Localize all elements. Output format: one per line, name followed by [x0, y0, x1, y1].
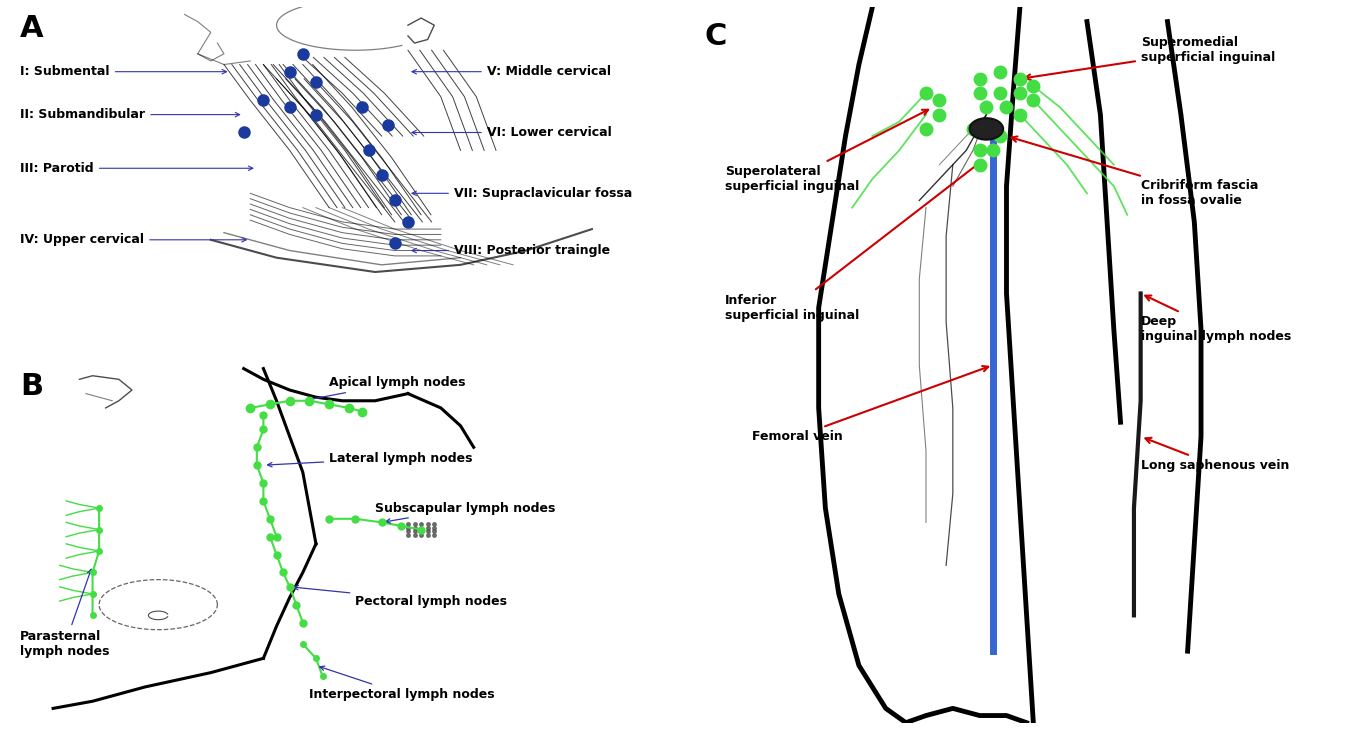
Text: Parasternal
lymph nodes: Parasternal lymph nodes: [21, 569, 110, 658]
Text: III: Parotid: III: Parotid: [21, 162, 253, 174]
Text: Long saphenous vein: Long saphenous vein: [1140, 438, 1290, 472]
Text: I: Submental: I: Submental: [21, 65, 226, 78]
Text: Pectoral lymph nodes: Pectoral lymph nodes: [294, 585, 508, 607]
Text: A: A: [21, 15, 44, 44]
Text: Interpectoral lymph nodes: Interpectoral lymph nodes: [309, 666, 496, 701]
Text: VII: Supraclavicular fossa: VII: Supraclavicular fossa: [412, 187, 632, 200]
Text: Cribriform fascia
in fossa ovalie: Cribriform fascia in fossa ovalie: [1012, 137, 1258, 207]
Text: Superomedial
superficial inguinal: Superomedial superficial inguinal: [1025, 36, 1275, 80]
Ellipse shape: [969, 118, 1003, 139]
Text: Deep
inguinal lymph nodes: Deep inguinal lymph nodes: [1140, 296, 1291, 343]
Text: VI: Lower cervical: VI: Lower cervical: [412, 126, 612, 139]
Text: VIII: Posterior traingle: VIII: Posterior traingle: [412, 244, 611, 257]
Text: V: Middle cervical: V: Middle cervical: [412, 65, 611, 78]
Text: B: B: [21, 372, 44, 402]
Text: Apical lymph nodes: Apical lymph nodes: [307, 377, 465, 402]
Text: Subscapular lymph nodes: Subscapular lymph nodes: [375, 502, 556, 523]
Text: Femoral vein: Femoral vein: [752, 366, 988, 443]
Text: IV: Upper cervical: IV: Upper cervical: [21, 234, 246, 246]
Text: Inferior
superficial inguinal: Inferior superficial inguinal: [724, 161, 983, 322]
Text: II: Submandibular: II: Submandibular: [21, 108, 240, 121]
Text: Lateral lymph nodes: Lateral lymph nodes: [267, 451, 472, 467]
Text: C: C: [705, 22, 727, 50]
Text: Superolateral
superficial inguinal: Superolateral superficial inguinal: [724, 110, 928, 193]
